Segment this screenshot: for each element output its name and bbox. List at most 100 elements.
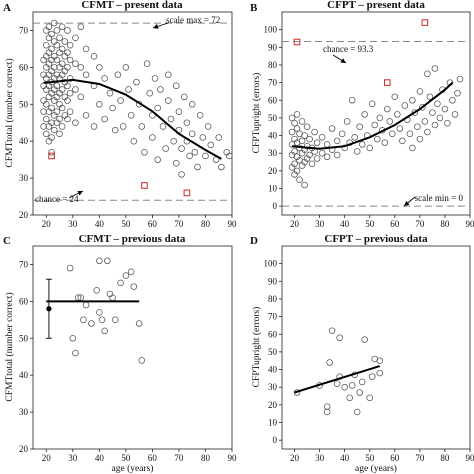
panel-a-data-point — [127, 112, 135, 119]
panel-c-data-point — [138, 357, 146, 364]
panel-a-data-point — [122, 64, 130, 71]
panel-a-x-tick-label: 80 — [201, 219, 211, 229]
panel-a-data-point — [58, 104, 66, 112]
panel-a-data-point — [72, 60, 79, 67]
panel-d-plot-frame — [281, 245, 471, 450]
panel-b-data-point — [311, 128, 318, 136]
panel-a-data-point — [101, 75, 108, 82]
panel-a-outlier-point — [48, 152, 55, 160]
panel-d-x-tick-label: 90 — [466, 453, 474, 463]
panel-a-data-point — [114, 71, 122, 79]
panel-a-data-point — [48, 148, 55, 156]
panel-b-y-tick-label: 20 — [268, 166, 278, 176]
panel-a-data-point — [66, 41, 74, 49]
panel-a-x-tick-label: 50 — [121, 219, 131, 229]
panel-d-y-tick-label: 70 — [268, 312, 278, 322]
panel-b-data-point — [333, 151, 341, 159]
panel-c-x-axis-label: age (years) — [112, 463, 154, 474]
panel-b-x-tick-label: 80 — [440, 219, 450, 229]
panel-b-data-point — [318, 149, 326, 157]
panel-b-data-point — [449, 96, 456, 104]
panel-d-x-tick-label: 70 — [415, 453, 425, 463]
panel-d-data-point — [341, 383, 348, 391]
panel-a-data-point — [180, 93, 188, 101]
panel-a-x-tick-label: 60 — [148, 219, 158, 229]
panel-b-data-point — [431, 65, 439, 72]
panel-a-data-point — [141, 148, 148, 156]
panel-d-x-axis-label: age (years) — [355, 463, 397, 474]
panel-a-data-point — [173, 160, 180, 167]
panel-c-x-tick-label: 20 — [42, 453, 52, 463]
panel-b-data-point — [298, 137, 306, 145]
panel-a-y-tick-label: 30 — [19, 173, 29, 183]
panel-c-x-tick-label: 90 — [228, 453, 238, 463]
panel-a-letter: A — [3, 2, 11, 14]
panel-b-annotation-arrowhead — [340, 58, 346, 63]
panel-a-data-point — [77, 23, 85, 31]
panel-a-data-point — [48, 104, 55, 112]
panel-a-data-point — [204, 123, 212, 130]
panel-b-y-tick-label: 40 — [268, 131, 278, 141]
panel-a-data-point — [111, 126, 119, 134]
panel-a-data-point — [226, 152, 233, 160]
panel-a-data-point — [173, 82, 180, 90]
panel-a-data-point — [188, 130, 196, 138]
panel-b-data-point — [348, 96, 356, 104]
panel-b-data-point — [421, 118, 429, 125]
panel-a-data-point — [66, 89, 74, 97]
panel-b-data-point — [381, 139, 389, 146]
panel-c-data-point — [96, 257, 103, 265]
panel-d-data-point — [323, 408, 331, 416]
panel-d-x-tick-label: 30 — [315, 453, 325, 463]
panel-d-data-point — [326, 359, 333, 366]
panel-b-y-tick-label: 70 — [268, 78, 278, 88]
panel-a-data-point — [58, 86, 66, 93]
panel-b-data-point — [434, 100, 441, 108]
panel-d-data-point — [356, 389, 363, 396]
panel-b-reference-label: chance = 93.3 — [323, 44, 374, 54]
panel-a-x-tick-label: 70 — [174, 219, 184, 229]
panel-a-data-point — [82, 45, 90, 53]
panel-a-data-point — [90, 53, 98, 60]
panel-d-data-point — [358, 378, 366, 386]
panel-a-data-point — [154, 156, 161, 163]
panel-a-data-point — [183, 119, 191, 127]
panel-a-data-point — [119, 123, 127, 130]
panel-a-data-point — [45, 23, 53, 31]
panel-b-data-point — [394, 111, 401, 118]
panel-a-data-point — [151, 75, 159, 82]
panel-a-data-point — [101, 115, 108, 123]
panel-b-data-point — [444, 119, 451, 127]
panel-c-data-point — [127, 268, 135, 276]
panel-b-data-point — [288, 114, 296, 122]
panel-c-data-point — [88, 320, 95, 327]
panel-c-y-tick-label: 60 — [19, 296, 29, 306]
panel-a-data-point — [117, 97, 124, 104]
panel-a-x-tick-label: 20 — [42, 219, 52, 229]
panel-a-data-point — [50, 19, 58, 27]
panel-b-data-point — [419, 104, 426, 111]
panel-d-x-tick-label: 20 — [290, 453, 300, 463]
panel-a-data-point — [53, 27, 61, 34]
panel-a-data-point — [66, 75, 74, 82]
panel-c-data-point — [135, 320, 143, 327]
panel-b-data-point — [406, 130, 414, 138]
panel-b-data-point — [358, 141, 366, 148]
panel-b-y-tick-label: 80 — [268, 60, 278, 70]
panel-b-data-point — [291, 119, 298, 127]
panel-d-y-tick-label: 0 — [273, 435, 278, 445]
panel-b-data-point — [431, 121, 439, 129]
panel-d-data-point — [368, 373, 376, 380]
panel-a-title: CFMT – present data — [81, 0, 183, 11]
panel-d-x-tick-label: 80 — [440, 453, 450, 463]
panel-b-annotation-arrowhead — [404, 200, 410, 206]
panel-b-data-point — [368, 100, 376, 108]
panel-a-data-point — [64, 64, 71, 71]
panel-b-data-point — [454, 89, 461, 97]
panel-b-data-point — [366, 144, 374, 152]
panel-a-data-point — [175, 108, 183, 115]
panel-a-data-point — [42, 130, 50, 138]
panel-a-data-point — [61, 38, 69, 45]
panel-d-fit-line — [294, 365, 381, 394]
panel-c-data-point — [72, 349, 79, 357]
